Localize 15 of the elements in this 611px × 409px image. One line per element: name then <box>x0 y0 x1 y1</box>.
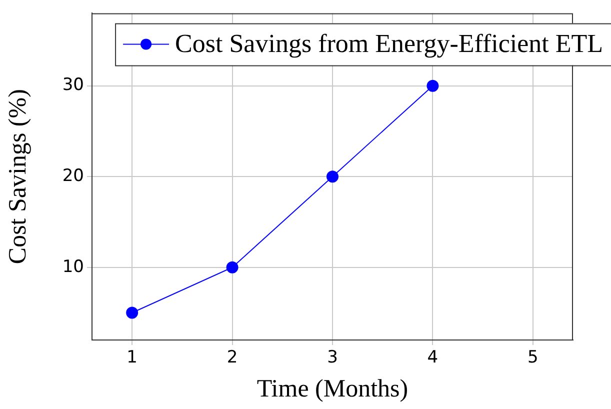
y-axis-title: Cost Savings (%) <box>4 89 32 264</box>
point <box>426 80 439 92</box>
x-tick-label: 4 <box>427 348 438 368</box>
point <box>126 306 138 319</box>
point <box>226 261 238 274</box>
x-tick-label: 3 <box>327 348 338 368</box>
x-tick-label: 1 <box>126 348 138 368</box>
legend-label: Cost Savings from Energy-Efficient ETL <box>175 29 604 58</box>
y-tick-label: 20 <box>62 166 84 186</box>
x-tick-label: 5 <box>528 348 538 368</box>
x-tick-label: 2 <box>226 348 238 368</box>
point <box>326 170 338 183</box>
y-tick-label: 10 <box>62 256 84 277</box>
y-tick-label: 30 <box>62 75 84 96</box>
x-axis-title: Time (Months) <box>256 376 408 403</box>
